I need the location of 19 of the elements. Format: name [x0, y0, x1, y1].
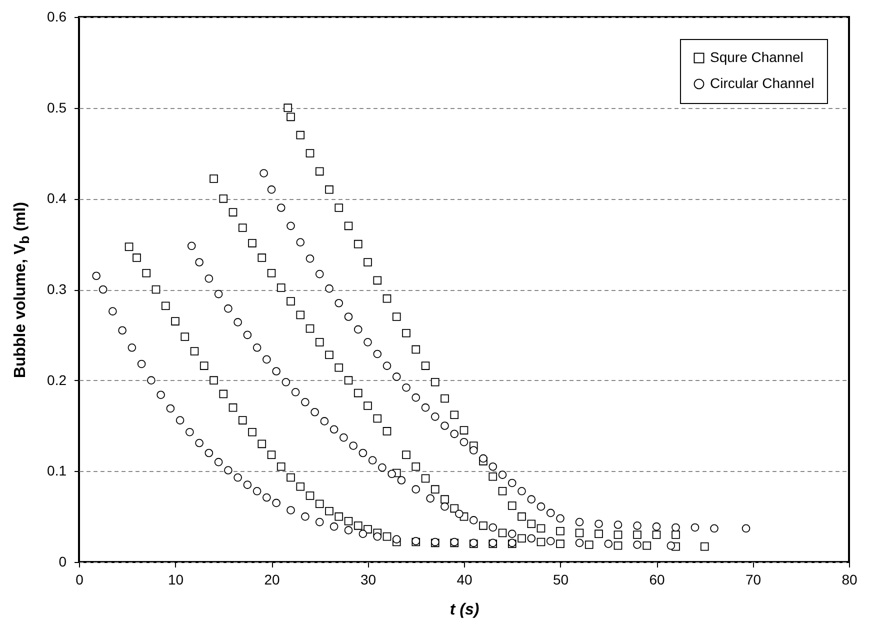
legend-label: Circular Channel [710, 75, 814, 91]
x-axis-title: t (s) [450, 602, 480, 618]
x-tick-label: 40 [456, 572, 472, 588]
y-tick-label: 0.5 [47, 99, 67, 116]
y-tick-label: 0.1 [47, 462, 67, 479]
x-tick-label: 20 [264, 572, 280, 588]
x-tick-label: 60 [649, 572, 665, 588]
x-tick-label: 30 [360, 572, 376, 588]
y-tick-label: 0.6 [47, 8, 67, 24]
x-tick-label: 50 [552, 572, 569, 588]
y-tick-label: 0.3 [47, 281, 67, 297]
x-tick-label: 80 [842, 572, 858, 588]
y-tick-label: 0.2 [47, 372, 67, 388]
y-tick-label: 0 [58, 554, 67, 570]
x-tick-label: 70 [745, 572, 762, 588]
y-tick-label: 0.4 [47, 190, 67, 206]
x-tick-label: 10 [168, 572, 184, 588]
x-tick-label: 0 [76, 572, 84, 588]
legend-label: Squre Channel [710, 49, 804, 65]
